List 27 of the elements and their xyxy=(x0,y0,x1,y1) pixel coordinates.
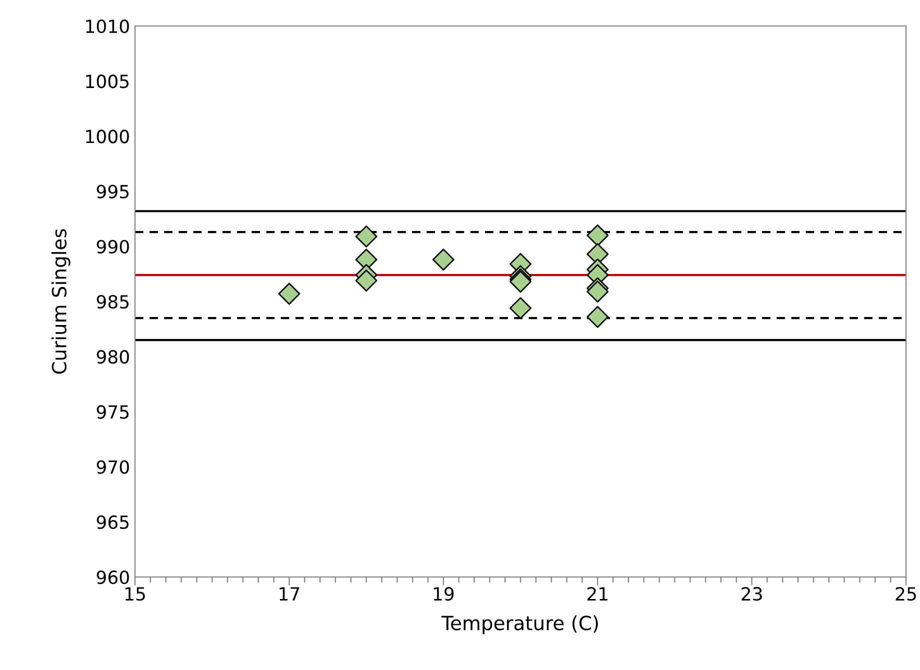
y-tick-label: 975 xyxy=(96,405,129,419)
point xyxy=(586,224,609,246)
y-axis-title: Curium Singles xyxy=(51,229,70,374)
point xyxy=(355,270,378,292)
x-tick-label: 15 xyxy=(125,587,145,601)
x-tick-label: 23 xyxy=(742,587,762,601)
point xyxy=(432,248,454,271)
y-tick-label: 1010 xyxy=(86,19,129,34)
y-tick-label: 1000 xyxy=(86,130,129,144)
y-tick-label: 990 xyxy=(96,240,129,254)
point xyxy=(586,306,609,328)
point xyxy=(278,282,300,305)
y-tick-label: 960 xyxy=(96,570,129,584)
x-tick-label: 17 xyxy=(280,587,300,600)
point xyxy=(355,225,378,248)
x-axis-title: Temperature (C) xyxy=(441,615,598,634)
point xyxy=(510,297,532,320)
x-tick-label: 21 xyxy=(587,587,608,600)
y-tick-label: 970 xyxy=(96,460,129,474)
y-tick-label: 995 xyxy=(96,184,129,198)
x-tick-label: 19 xyxy=(434,587,454,601)
y-tick-label: 1005 xyxy=(86,74,129,88)
y-tick-label: 980 xyxy=(96,350,129,364)
point xyxy=(586,280,609,303)
y-tick-label: 965 xyxy=(96,515,129,530)
y-tick-label: 985 xyxy=(96,294,129,309)
x-tick-label: 25 xyxy=(896,587,916,601)
